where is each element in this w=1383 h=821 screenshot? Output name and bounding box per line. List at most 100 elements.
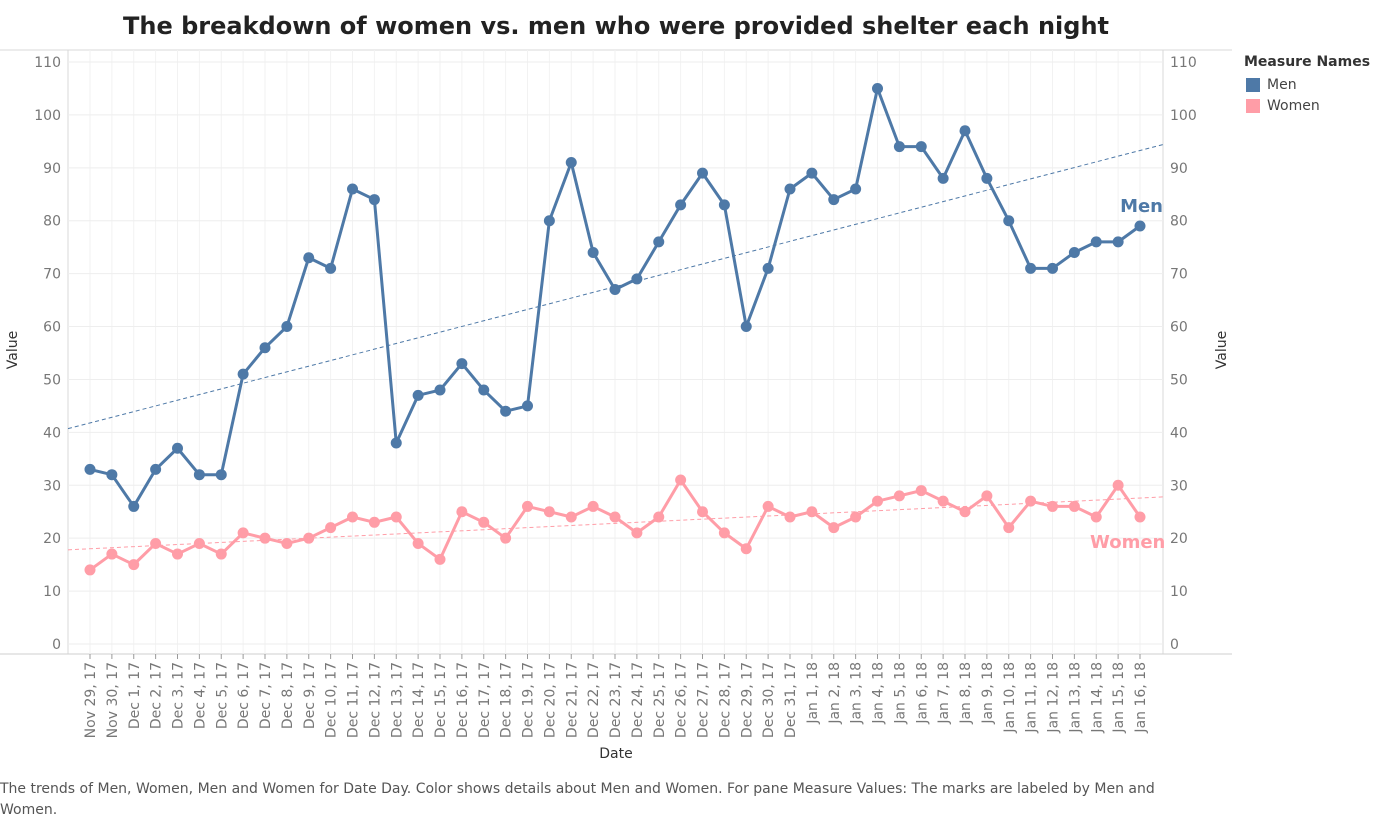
data-point-women — [500, 532, 512, 544]
data-point-women — [303, 532, 315, 544]
data-point-men — [215, 469, 227, 481]
data-point-men — [390, 437, 402, 449]
data-point-men — [1112, 236, 1124, 248]
data-point-women — [828, 522, 840, 534]
x-tick-label: Jan 4, 18 — [871, 662, 887, 725]
data-point-men — [172, 442, 183, 454]
y-tick-label-left: 110 — [34, 55, 61, 71]
x-tick-label: Jan 7, 18 — [936, 662, 952, 725]
x-tick-label: Dec 26, 17 — [674, 662, 690, 738]
data-point-women — [872, 495, 883, 507]
x-tick-label: Jan 2, 18 — [827, 662, 843, 725]
data-point-women — [434, 553, 446, 565]
x-tick-label: Dec 9, 17 — [302, 662, 318, 729]
data-point-women — [937, 495, 949, 507]
x-tick-label: Dec 28, 17 — [717, 662, 733, 738]
data-point-women — [412, 537, 424, 549]
data-point-men — [675, 199, 687, 211]
data-point-women — [84, 564, 96, 576]
data-point-women — [631, 527, 643, 539]
x-tick-label: Dec 13, 17 — [389, 662, 405, 738]
legend-item-men[interactable]: Men — [1244, 74, 1380, 95]
data-point-women — [565, 511, 577, 523]
data-point-women — [587, 500, 599, 512]
data-point-men — [1025, 262, 1037, 274]
data-point-women — [762, 500, 774, 512]
x-tick-label: Dec 30, 17 — [761, 662, 777, 738]
data-point-men — [303, 252, 315, 264]
data-point-men — [697, 167, 708, 179]
x-tick-label: Dec 29, 17 — [739, 662, 755, 738]
data-point-women — [237, 527, 249, 539]
data-point-men — [740, 321, 752, 333]
series-end-label-women: Women — [1090, 532, 1165, 553]
x-tick-label: Nov 30, 17 — [105, 662, 121, 738]
data-point-women — [1025, 495, 1037, 507]
data-point-women — [281, 537, 293, 549]
data-point-women — [697, 506, 708, 518]
data-point-men — [806, 167, 818, 179]
data-point-men — [150, 463, 162, 475]
data-point-women — [740, 543, 752, 555]
x-tick-label: Dec 19, 17 — [521, 662, 537, 738]
series-end-label-men: Men — [1120, 196, 1163, 217]
data-point-women — [1068, 500, 1080, 512]
data-point-men — [1134, 220, 1146, 232]
x-tick-label: Dec 6, 17 — [236, 662, 252, 729]
x-tick-label: Jan 8, 18 — [958, 662, 974, 725]
data-point-men — [1047, 262, 1058, 274]
data-point-women — [850, 511, 862, 523]
x-tick-label: Dec 11, 17 — [346, 662, 362, 738]
x-tick-label: Nov 29, 17 — [83, 662, 99, 738]
data-point-men — [368, 194, 380, 206]
y-tick-label-left: 60 — [43, 320, 61, 336]
data-point-men — [347, 183, 358, 195]
trend-line-women — [67, 496, 1164, 551]
data-point-men — [1003, 215, 1015, 227]
axes: 0 0 10 10 20 20 30 30 40 40 50 50 60 60 70 70 80 80 90 90 10… — [34, 55, 1196, 738]
legend-item-women[interactable]: Women — [1244, 95, 1380, 116]
data-point-men — [193, 469, 205, 481]
x-tick-label: Jan 12, 18 — [1046, 662, 1062, 734]
x-tick-label: Jan 3, 18 — [849, 662, 865, 725]
x-tick-label: Dec 2, 17 — [149, 662, 165, 729]
x-tick-label: Dec 15, 17 — [433, 662, 449, 738]
y-tick-label-left: 20 — [43, 531, 61, 547]
data-point-women — [368, 516, 380, 528]
data-point-men — [500, 405, 512, 417]
y-tick-label-right: 10 — [1170, 584, 1188, 600]
data-point-women — [478, 516, 490, 528]
x-tick-label: Dec 24, 17 — [630, 662, 646, 738]
data-point-women — [259, 532, 271, 544]
data-point-men — [915, 141, 927, 153]
data-point-men — [762, 262, 774, 274]
x-tick-label: Dec 18, 17 — [499, 662, 515, 738]
y-tick-label-left: 80 — [43, 214, 61, 230]
x-tick-label: Jan 13, 18 — [1067, 662, 1083, 734]
data-point-men — [893, 141, 905, 153]
x-tick-label: Dec 14, 17 — [411, 662, 427, 738]
y-tick-label-left: 40 — [43, 425, 61, 441]
x-tick-label: Dec 16, 17 — [455, 662, 471, 738]
grid — [0, 49, 1232, 655]
x-tick-label: Dec 20, 17 — [542, 662, 558, 738]
x-tick-label: Dec 5, 17 — [214, 662, 230, 729]
chart-title: The breakdown of women vs. men who were … — [123, 12, 1109, 40]
data-point-women — [893, 490, 905, 502]
legend-swatch-women — [1246, 98, 1260, 113]
x-tick-label: Dec 25, 17 — [652, 662, 668, 738]
data-point-men — [565, 157, 577, 169]
series: Men Women — [84, 82, 1165, 576]
data-point-women — [981, 490, 993, 502]
x-tick-label: Jan 9, 18 — [980, 662, 996, 725]
data-point-men — [325, 262, 337, 274]
y-tick-label-right: 0 — [1170, 637, 1179, 653]
x-tick-label: Dec 21, 17 — [564, 662, 580, 738]
data-point-men — [128, 500, 140, 512]
data-point-men — [631, 273, 643, 285]
data-point-women — [390, 511, 402, 523]
data-point-men — [850, 183, 862, 195]
y-tick-label-left: 70 — [43, 267, 61, 283]
legend: Measure Names Men Women — [1244, 54, 1380, 116]
